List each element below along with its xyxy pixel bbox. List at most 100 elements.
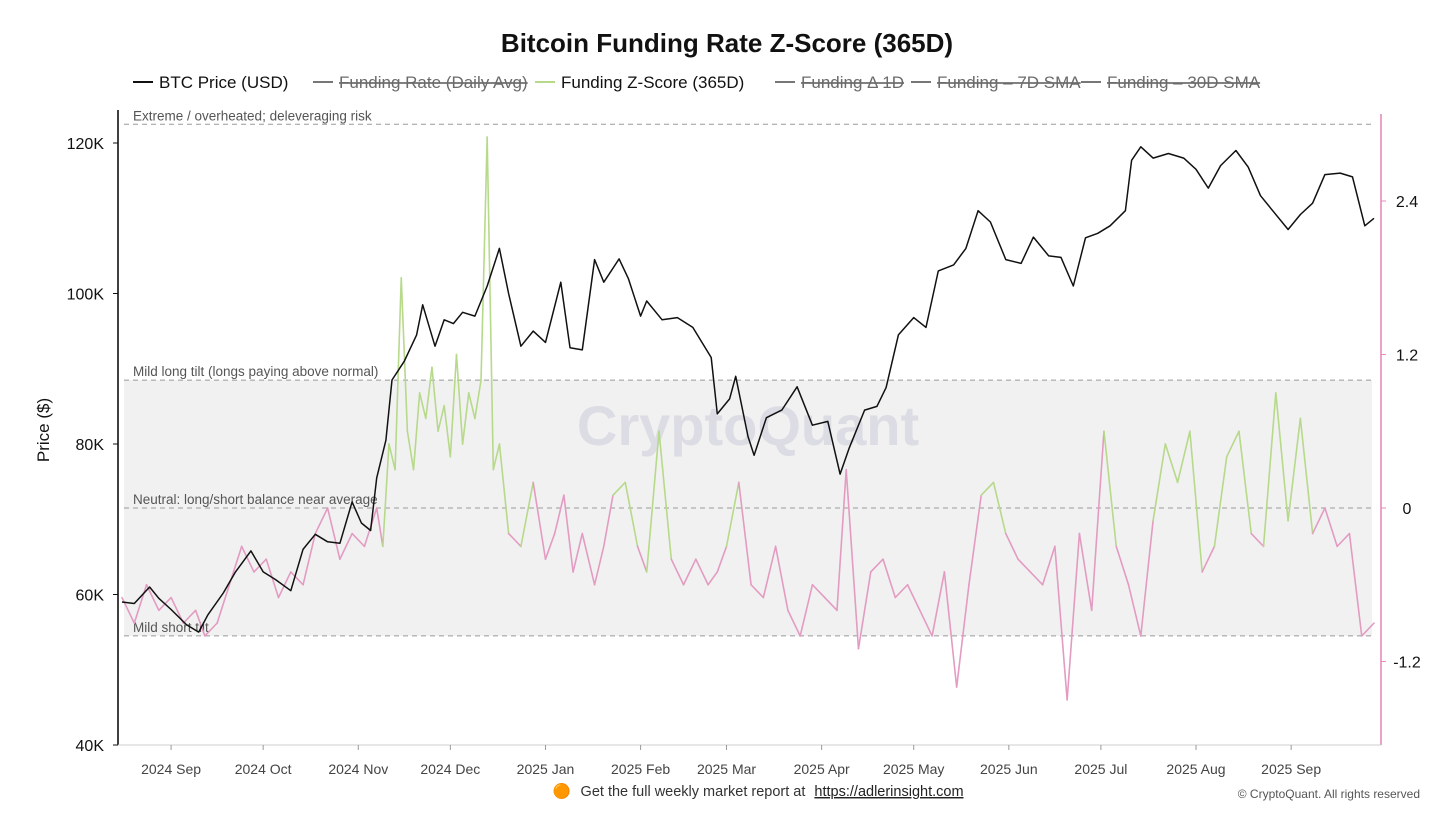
zscore-segment <box>1090 430 1105 612</box>
zscore-segment <box>762 545 777 599</box>
zscore-segment <box>544 532 556 560</box>
zscore-segment <box>682 558 697 586</box>
legend: BTC Price (USD) Funding Rate (Daily Avg) F… <box>133 73 1261 92</box>
zscore-segment <box>563 494 574 573</box>
zscore-segment <box>857 571 872 650</box>
zscore-series <box>121 136 1375 701</box>
legend-item[interactable]: Funding Z-Score (365D) <box>535 73 744 92</box>
zscore-segment <box>351 532 366 548</box>
zscore-segment <box>1262 392 1277 548</box>
zscore-segment <box>492 443 501 471</box>
zscore-segment <box>443 404 452 458</box>
right-tick-label: -1.2 <box>1393 655 1421 672</box>
zone-label: Mild short tilt <box>133 620 209 635</box>
zscore-segment <box>406 430 415 471</box>
zscore-segment <box>968 494 983 586</box>
zscore-segment <box>486 136 495 471</box>
zscore-segment <box>1324 507 1338 548</box>
zscore-segment <box>572 532 584 573</box>
zscore-segment <box>1152 443 1167 522</box>
zscore-segment <box>645 430 660 573</box>
zscore-segment <box>799 583 814 637</box>
zscore-segment <box>467 392 476 420</box>
zscore-segment <box>1348 532 1363 637</box>
legend-item[interactable]: Funding Δ 1D <box>775 73 904 92</box>
zscore-segment <box>133 583 148 624</box>
right-tick-label: 2.4 <box>1396 194 1418 211</box>
legend-label: BTC Price (USD) <box>159 73 288 92</box>
zscore-segment <box>636 545 648 573</box>
zscore-segment <box>836 468 847 612</box>
zscore-segment <box>955 583 970 688</box>
right-tick-label: 0 <box>1403 501 1412 518</box>
zscore-segment <box>658 430 673 560</box>
x-tick-label: 2024 Sep <box>141 761 201 777</box>
zscore-segment <box>289 571 304 586</box>
left-tick-label: 40K <box>76 738 105 755</box>
left-tick-label: 120K <box>67 136 105 153</box>
zscore-segment <box>1139 519 1154 637</box>
y-axis-label: Price ($) <box>34 398 53 462</box>
zscore-segment <box>612 481 627 497</box>
zscore-segment <box>992 481 1007 535</box>
legend-item[interactable]: Funding – 30D SMA <box>1081 73 1261 92</box>
zscore-segment <box>882 558 897 599</box>
legend-item[interactable]: BTC Price (USD) <box>133 73 288 92</box>
legend-item[interactable]: Funding Rate (Daily Avg) <box>313 73 528 92</box>
zscore-segment <box>400 276 409 433</box>
x-axis-ticks: 2024 Sep 2024 Oct 2024 Nov 2024 Dec 2025 Jan… <box>141 745 1321 777</box>
zscore-segment <box>480 136 488 381</box>
zone-label: Mild long tilt (longs paying above norma… <box>133 364 378 379</box>
zscore-segment <box>302 532 317 586</box>
zscore-segment <box>507 532 522 548</box>
x-tick-label: 2025 Mar <box>697 761 756 777</box>
zscore-segment <box>602 494 614 548</box>
legend-label: Funding Rate (Daily Avg) <box>339 73 528 92</box>
zscore-segment <box>1311 507 1326 535</box>
zscore-segment <box>520 481 534 548</box>
footer-text: 🟠 Get the full weekly market report at h… <box>552 782 963 800</box>
zscore-segment <box>1299 417 1314 535</box>
zscore-segment <box>204 622 218 637</box>
right-tick-label: 1.2 <box>1396 348 1418 365</box>
orange-circle-icon: 🟠 <box>552 782 570 800</box>
zscore-segment <box>1275 392 1289 522</box>
zscore-segment <box>894 583 909 599</box>
zone-lines: Extreme / overheated; deleveraging risk M… <box>124 108 1372 637</box>
legend-label: Funding – 7D SMA <box>937 73 1081 92</box>
footer-prefix: Get the full weekly market report at <box>581 784 806 800</box>
zscore-segment <box>326 507 341 560</box>
x-tick-label: 2025 Aug <box>1166 761 1225 777</box>
zscore-segment <box>725 481 740 548</box>
legend-item[interactable]: Funding – 7D SMA <box>911 73 1081 92</box>
zscore-segment <box>1225 430 1240 458</box>
zscore-segment <box>216 583 231 624</box>
zscore-segment <box>277 571 292 599</box>
zscore-segment <box>707 571 719 586</box>
x-tick-label: 2025 Feb <box>611 761 670 777</box>
zscore-segment <box>1078 532 1093 612</box>
left-tick-label: 60K <box>76 588 105 605</box>
zscore-segment <box>394 276 403 471</box>
zscore-segment <box>980 481 995 497</box>
right-axis-ticks: -1.2 0 1.2 2.4 <box>1381 194 1421 672</box>
btc-price-line <box>121 146 1375 633</box>
zscore-segment <box>593 545 605 586</box>
copyright-text: © CryptoQuant. All rights reserved <box>1238 787 1420 801</box>
zscore-segment <box>1250 532 1265 548</box>
x-tick-label: 2025 Jun <box>980 761 1038 777</box>
chart-title: Bitcoin Funding Rate Z-Score (365D) <box>501 28 953 58</box>
zscore-segment <box>1029 571 1044 586</box>
zscore-segment <box>1176 430 1191 484</box>
zscore-segment <box>1336 532 1351 548</box>
zscore-segment <box>1189 430 1203 573</box>
legend-label: Funding – 30D SMA <box>1107 73 1261 92</box>
zscore-segment <box>919 609 933 637</box>
price-series <box>121 146 1375 633</box>
zscore-segment <box>1213 456 1228 548</box>
zscore-segment <box>1041 545 1056 586</box>
report-link[interactable]: https://adlerinsight.com <box>814 784 963 800</box>
zscore-segment <box>1054 545 1068 701</box>
zscore-segment <box>581 532 596 586</box>
x-tick-label: 2025 May <box>883 761 944 777</box>
